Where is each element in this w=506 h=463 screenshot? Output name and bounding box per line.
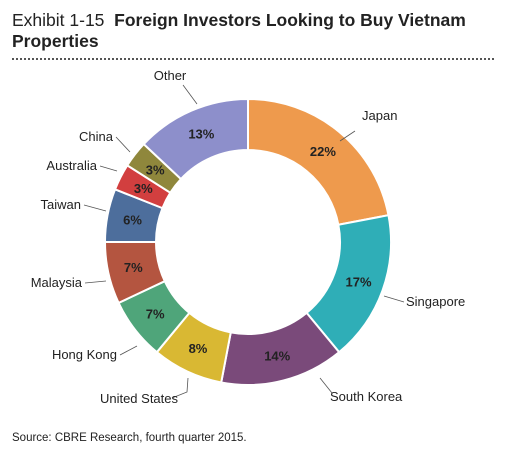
title-line-2: Properties <box>12 31 99 51</box>
value-label-south-korea: 14% <box>264 348 290 363</box>
slices-group <box>103 97 392 386</box>
exhibit-number: Exhibit 1-15 <box>12 10 105 30</box>
value-label-malaysia: 7% <box>124 260 143 275</box>
category-label-malaysia: Malaysia <box>31 275 83 290</box>
chart-title: Exhibit 1-15 Foreign Investors Looking t… <box>12 10 492 52</box>
value-label-united-states: 8% <box>189 341 208 356</box>
category-labels-group: Japan Singapore South Korea United States Ho… <box>31 68 466 406</box>
category-label-other: Other <box>154 68 187 83</box>
leader-line-japan <box>339 130 356 142</box>
category-label-united-states: United States <box>100 391 179 406</box>
category-label-singapore: Singapore <box>406 294 465 309</box>
leader-lines-group <box>83 84 405 399</box>
title-divider <box>12 58 494 60</box>
slice-other <box>142 97 249 181</box>
category-label-taiwan: Taiwan <box>41 197 81 212</box>
category-label-hong-kong: Hong Kong <box>52 347 117 362</box>
leader-line-malaysia <box>84 280 107 284</box>
leader-line-other <box>182 84 198 105</box>
title-line-1: Foreign Investors Looking to Buy Vietnam <box>114 10 466 30</box>
value-labels-group: 22% 17% 14% 8% 7% 7% 6% 3% 3% 13% <box>123 127 372 364</box>
category-label-japan: Japan <box>362 108 397 123</box>
leader-line-south-korea <box>319 377 333 394</box>
leader-line-australia <box>99 165 118 172</box>
value-label-hong-kong: 7% <box>146 307 165 322</box>
value-label-singapore: 17% <box>346 274 372 289</box>
leader-line-taiwan <box>83 204 107 212</box>
leader-line-singapore <box>383 295 405 303</box>
leader-line-china <box>115 136 131 153</box>
category-label-australia: Australia <box>46 158 97 173</box>
category-label-china: China <box>79 129 114 144</box>
value-label-japan: 22% <box>310 144 336 159</box>
source-note: Source: CBRE Research, fourth quarter 20… <box>12 432 247 444</box>
category-label-south-korea: South Korea <box>330 389 403 404</box>
value-label-other: 13% <box>188 127 214 142</box>
leader-line-hong-kong <box>119 345 138 356</box>
value-label-china: 3% <box>146 162 165 177</box>
value-label-taiwan: 6% <box>123 212 142 227</box>
leader-line-united-states <box>171 377 189 399</box>
value-label-australia: 3% <box>134 181 153 196</box>
